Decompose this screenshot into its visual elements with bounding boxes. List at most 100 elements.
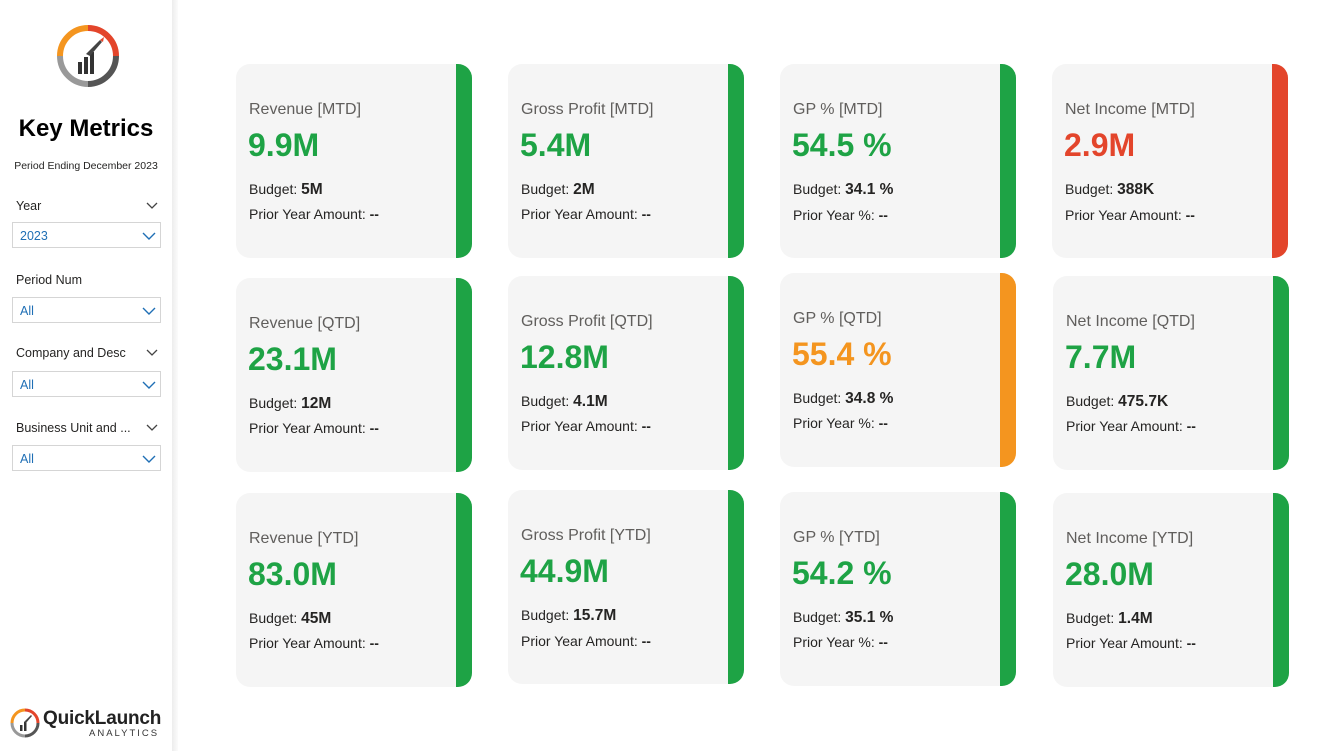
card-net-income-qtd[interactable]: Net Income [QTD] 7.7M Budget: 475.7K Pri… bbox=[1053, 276, 1289, 470]
budget-label: Budget: bbox=[249, 395, 298, 411]
card-revenue-ytd[interactable]: Revenue [YTD] 83.0M Budget: 45M Prior Ye… bbox=[236, 493, 472, 687]
card-value: 83.0M bbox=[248, 556, 337, 592]
card-prior: Prior Year Amount: -- bbox=[249, 420, 379, 436]
budget-value: 12M bbox=[301, 395, 332, 412]
chevron-down-icon bbox=[142, 381, 156, 389]
budget-value: 1.4M bbox=[1118, 610, 1153, 627]
prior-value: -- bbox=[878, 634, 888, 650]
card-prior: Prior Year %: -- bbox=[793, 207, 888, 223]
company-dropdown-value: All bbox=[20, 378, 34, 392]
card-label: Revenue [YTD] bbox=[249, 530, 359, 547]
business-unit-dropdown-value: All bbox=[20, 452, 34, 466]
prior-label: Prior Year Amount: bbox=[521, 633, 638, 649]
brand-sub: ANALYTICS bbox=[89, 728, 160, 739]
card-budget: Budget: 2M bbox=[521, 181, 595, 199]
status-bar bbox=[728, 490, 744, 684]
prior-label: Prior Year Amount: bbox=[1065, 207, 1182, 223]
card-gp-percent-ytd[interactable]: GP % [YTD] 54.2 % Budget: 35.1 % Prior Y… bbox=[780, 492, 1016, 686]
budget-label: Budget: bbox=[793, 609, 842, 625]
status-bar bbox=[728, 64, 744, 258]
budget-label: Budget: bbox=[249, 181, 298, 197]
business-unit-dropdown[interactable]: All bbox=[12, 445, 161, 471]
period-num-dropdown[interactable]: All bbox=[12, 297, 161, 323]
card-budget: Budget: 15.7M bbox=[521, 607, 616, 625]
card-revenue-qtd[interactable]: Revenue [QTD] 23.1M Budget: 12M Prior Ye… bbox=[236, 278, 472, 472]
brand-logo: QuickLaunch ANALYTICS bbox=[10, 706, 170, 740]
card-prior: Prior Year Amount: -- bbox=[521, 206, 651, 222]
card-budget: Budget: 34.1 % bbox=[793, 181, 893, 199]
card-prior: Prior Year Amount: -- bbox=[1066, 635, 1196, 651]
budget-label: Budget: bbox=[521, 607, 570, 623]
card-label: GP % [MTD] bbox=[793, 101, 883, 118]
prior-value: -- bbox=[1186, 418, 1196, 434]
card-prior: Prior Year %: -- bbox=[793, 415, 888, 431]
prior-value: -- bbox=[369, 420, 379, 436]
card-budget: Budget: 12M bbox=[249, 395, 331, 413]
card-budget: Budget: 35.1 % bbox=[793, 609, 893, 627]
card-prior: Prior Year %: -- bbox=[793, 634, 888, 650]
chevron-down-icon[interactable] bbox=[145, 345, 159, 359]
card-gross-profit-qtd[interactable]: Gross Profit [QTD] 12.8M Budget: 4.1M Pr… bbox=[508, 276, 744, 470]
card-prior: Prior Year Amount: -- bbox=[521, 633, 651, 649]
card-budget: Budget: 475.7K bbox=[1066, 393, 1168, 411]
budget-value: 35.1 % bbox=[845, 609, 894, 626]
budget-value: 4.1M bbox=[573, 393, 608, 410]
card-prior: Prior Year Amount: -- bbox=[249, 206, 379, 222]
prior-label: Prior Year Amount: bbox=[1066, 635, 1183, 651]
company-dropdown[interactable]: All bbox=[12, 371, 161, 397]
chevron-down-icon[interactable] bbox=[145, 420, 159, 434]
period-num-slicer-label: Period Num bbox=[16, 273, 161, 287]
card-gp-percent-qtd[interactable]: GP % [QTD] 55.4 % Budget: 34.8 % Prior Y… bbox=[780, 273, 1016, 467]
prior-label: Prior Year %: bbox=[793, 207, 875, 223]
card-value: 55.4 % bbox=[792, 336, 892, 372]
chevron-down-icon bbox=[142, 455, 156, 463]
page-title: Key Metrics bbox=[18, 115, 154, 142]
prior-label: Prior Year Amount: bbox=[249, 206, 366, 222]
prior-value: -- bbox=[641, 633, 651, 649]
budget-value: 45M bbox=[301, 610, 332, 627]
budget-label: Budget: bbox=[521, 181, 570, 197]
company-slicer-label: Company and Desc bbox=[16, 346, 161, 360]
prior-value: -- bbox=[878, 415, 888, 431]
card-label: GP % [YTD] bbox=[793, 529, 880, 546]
card-budget: Budget: 1.4M bbox=[1066, 610, 1153, 628]
budget-value: 5M bbox=[301, 181, 323, 198]
sidebar-divider bbox=[172, 0, 178, 751]
card-label: Net Income [QTD] bbox=[1066, 313, 1195, 330]
card-label: Gross Profit [YTD] bbox=[521, 527, 651, 544]
card-label: Revenue [MTD] bbox=[249, 101, 362, 118]
card-value: 7.7M bbox=[1065, 339, 1137, 375]
budget-label: Budget: bbox=[1066, 610, 1115, 626]
budget-value: 475.7K bbox=[1118, 393, 1169, 410]
period-subtitle: Period Ending December 2023 bbox=[14, 160, 158, 172]
sidebar: Key Metrics Period Ending December 2023 … bbox=[0, 0, 172, 751]
year-slicer-label: Year bbox=[16, 199, 161, 213]
card-prior: Prior Year Amount: -- bbox=[249, 635, 379, 651]
prior-value: -- bbox=[369, 635, 379, 651]
card-net-income-ytd[interactable]: Net Income [YTD] 28.0M Budget: 1.4M Prio… bbox=[1053, 493, 1289, 687]
chevron-down-icon[interactable] bbox=[145, 198, 159, 212]
year-dropdown[interactable]: 2023 bbox=[12, 222, 161, 248]
prior-label: Prior Year Amount: bbox=[521, 206, 638, 222]
status-bar bbox=[1273, 493, 1289, 687]
card-gp-percent-mtd[interactable]: GP % [MTD] 54.5 % Budget: 34.1 % Prior Y… bbox=[780, 64, 1016, 258]
budget-label: Budget: bbox=[521, 393, 570, 409]
card-gross-profit-ytd[interactable]: Gross Profit [YTD] 44.9M Budget: 15.7M P… bbox=[508, 490, 744, 684]
budget-value: 34.8 % bbox=[845, 390, 894, 407]
prior-value: -- bbox=[641, 206, 651, 222]
card-prior: Prior Year Amount: -- bbox=[1065, 207, 1195, 223]
prior-value: -- bbox=[641, 418, 651, 434]
prior-label: Prior Year Amount: bbox=[521, 418, 638, 434]
prior-value: -- bbox=[369, 206, 379, 222]
card-revenue-mtd[interactable]: Revenue [MTD] 9.9M Budget: 5M Prior Year… bbox=[236, 64, 472, 258]
card-budget: Budget: 34.8 % bbox=[793, 390, 893, 408]
status-bar bbox=[1272, 64, 1288, 258]
period-num-slicer-label-text: Period Num bbox=[16, 273, 82, 287]
card-gross-profit-mtd[interactable]: Gross Profit [MTD] 5.4M Budget: 2M Prior… bbox=[508, 64, 744, 258]
prior-label: Prior Year Amount: bbox=[249, 635, 366, 651]
budget-label: Budget: bbox=[1065, 181, 1114, 197]
card-net-income-mtd[interactable]: Net Income [MTD] 2.9M Budget: 388K Prior… bbox=[1052, 64, 1288, 258]
prior-value: -- bbox=[1186, 635, 1196, 651]
company-slicer-label-text: Company and Desc bbox=[16, 346, 126, 360]
budget-value: 34.1 % bbox=[845, 181, 894, 198]
